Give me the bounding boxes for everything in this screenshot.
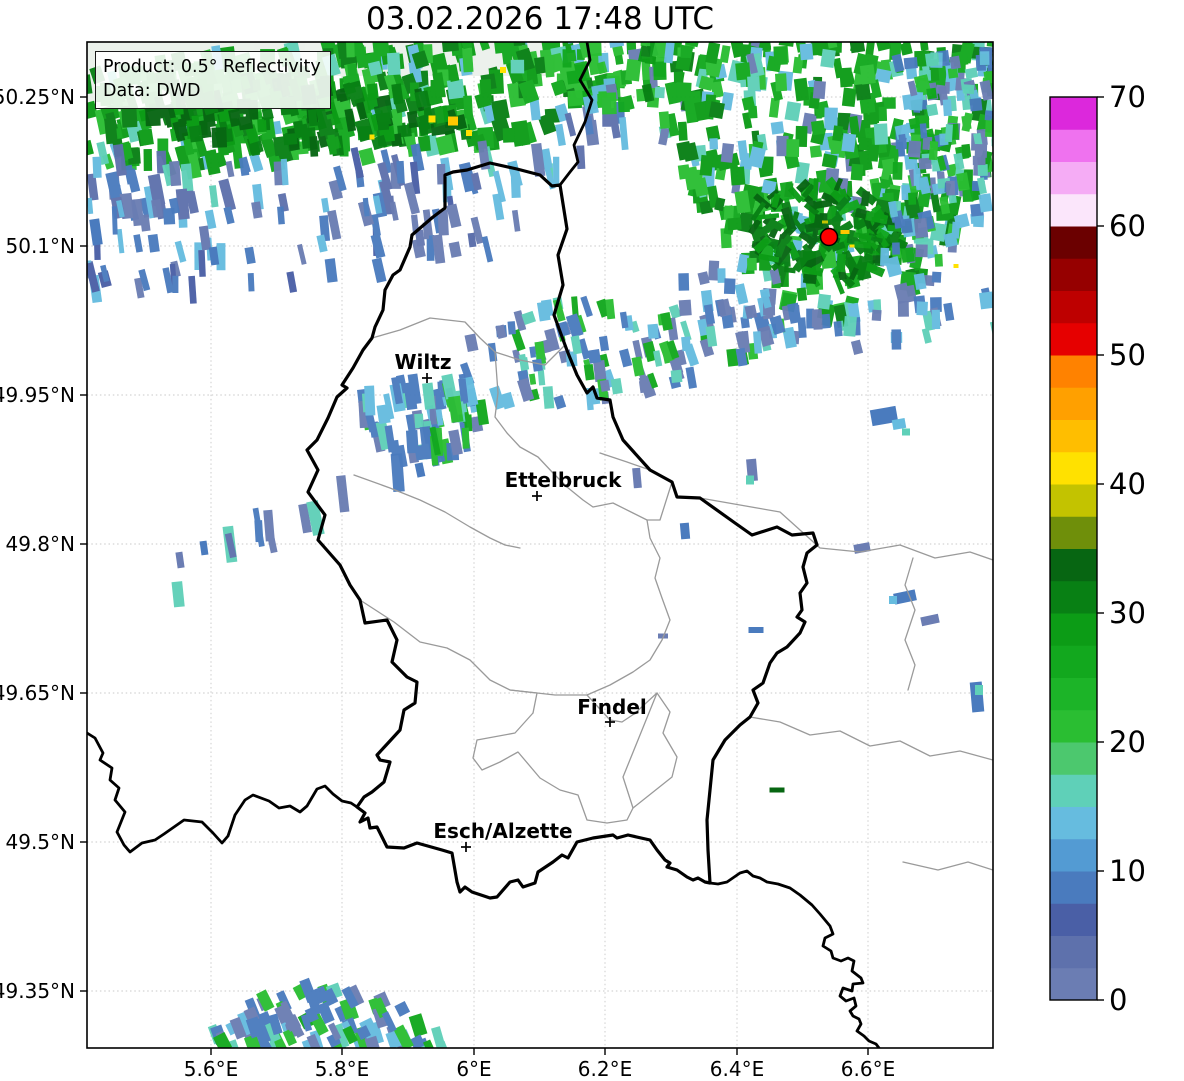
colorbar-segment <box>1050 580 1097 614</box>
x-tick-label: 6.4°E <box>710 1057 764 1081</box>
colorbar-segment <box>1050 516 1097 549</box>
echo-region-mid-north-band <box>459 289 786 411</box>
france-belgium-border <box>87 731 359 854</box>
colorbar-tick-label: 10 <box>1109 854 1146 888</box>
x-tick-label: 5.6°E <box>184 1057 238 1081</box>
data-source-line: Data: DWD <box>103 81 201 102</box>
colorbar-segment <box>1050 613 1097 646</box>
colorbar-segment <box>1050 871 1097 904</box>
city-marker <box>532 491 542 501</box>
colorbar-segment <box>1050 290 1097 324</box>
axis-layer: 5.6°E 5.8°E 6°E 6.2°E 6.4°E 6.6°E 50.25°N 50.1°… <box>0 85 895 1081</box>
colorbar: 010203040506070dBZ <box>1049 80 1146 1017</box>
canton-boundary <box>359 519 671 696</box>
echo-region-bottom-left-band <box>207 977 451 1048</box>
belgium-germany-border <box>558 42 594 187</box>
colorbar-segment <box>1050 355 1097 388</box>
border-layer <box>87 42 993 1048</box>
product-line: Product: 0.5° Reflectivity <box>103 57 321 77</box>
city-marker <box>605 717 615 727</box>
colorbar-segment <box>1050 742 1097 775</box>
colorbar-tick-label: 20 <box>1109 725 1146 759</box>
france-germany-border <box>708 869 881 1048</box>
city-label: Esch/Alzette <box>433 819 572 843</box>
colorbar-segment <box>1050 548 1097 582</box>
colorbar-segment <box>1050 774 1097 807</box>
y-tick-label: 49.35°N <box>0 979 75 1003</box>
x-tick-label: 6.2°E <box>578 1057 632 1081</box>
colorbar-segment <box>1050 387 1097 420</box>
colorbar-segment <box>1050 838 1097 872</box>
colorbar-segment <box>1050 967 1097 1001</box>
colorbar-segment <box>1050 645 1097 678</box>
colorbar-segment <box>1050 677 1097 711</box>
luxembourg-border <box>305 161 819 900</box>
x-tick-label: 5.8°E <box>315 1057 369 1081</box>
figure-title: 03.02.2026 17:48 UTC <box>366 1 714 37</box>
city-annotations: Wiltz Ettelbruck Findel Esch/Alzette <box>395 350 647 852</box>
colorbar-segment <box>1050 806 1097 840</box>
radar-site-dot <box>819 227 839 247</box>
canton-boundary <box>353 474 521 549</box>
y-tick-label: 49.5°N <box>6 830 76 854</box>
district-boundary <box>599 452 651 471</box>
district-boundary <box>699 497 993 561</box>
city-marker <box>461 842 471 852</box>
colorbar-tick-label: 40 <box>1109 467 1146 501</box>
colorbar-segment <box>1050 484 1097 517</box>
colorbar-segment <box>1050 193 1097 227</box>
colorbar-segment <box>1050 129 1097 162</box>
echo-region-ne-east-cyan <box>880 47 993 305</box>
colorbar-segment <box>1050 97 1097 130</box>
colorbar-tick-label: 60 <box>1109 209 1146 243</box>
product-info-box: Product: 0.5° Reflectivity Data: DWD <box>95 51 331 110</box>
x-tick-label: 6.6°E <box>841 1057 895 1081</box>
plot-frame <box>86 41 994 1049</box>
colorbar-segment <box>1050 451 1097 485</box>
canton-boundary <box>509 689 538 714</box>
colorbar-frame <box>1049 96 1098 1001</box>
y-tick-label: 50.1°N <box>6 234 76 258</box>
colorbar-tick-label: 0 <box>1109 983 1127 1017</box>
x-tick-label: 6°E <box>456 1057 491 1081</box>
colorbar-tick-label: 30 <box>1109 596 1146 630</box>
colorbar-tick-label: 50 <box>1109 338 1146 372</box>
city-label: Findel <box>577 695 647 719</box>
colorbar-segment <box>1050 935 1097 969</box>
y-tick-label: 50.25°N <box>0 85 75 109</box>
city-label: Ettelbruck <box>505 468 622 492</box>
city-marker <box>422 373 432 383</box>
echo-region-ne-radar-core <box>747 176 912 295</box>
echo-region-wiltz-south-cluster <box>357 373 490 468</box>
canton-boundary <box>586 692 678 809</box>
colorbar-segment <box>1050 226 1097 259</box>
echo-region-top-mid-green <box>562 42 667 115</box>
colorbar-segment <box>1050 161 1097 195</box>
district-boundary <box>749 716 993 761</box>
colorbar-segment <box>1050 419 1097 453</box>
canton-boundary <box>371 317 566 366</box>
canton-boundary <box>494 351 673 521</box>
echo-small-cells <box>89 67 985 793</box>
colorbar-segment <box>1050 258 1097 291</box>
district-boundary <box>904 557 916 691</box>
colorbar-segment <box>1050 903 1097 936</box>
city-label: Wiltz <box>395 350 452 374</box>
colorbar-segment <box>1050 322 1097 356</box>
colorbar-segment <box>1050 709 1097 743</box>
canton-boundary <box>472 692 658 824</box>
y-tick-label: 49.95°N <box>0 383 75 407</box>
y-tick-label: 49.65°N <box>0 681 75 705</box>
colorbar-tick-label: 70 <box>1109 80 1146 114</box>
district-boundary <box>902 861 993 871</box>
y-tick-label: 49.8°N <box>6 532 76 556</box>
